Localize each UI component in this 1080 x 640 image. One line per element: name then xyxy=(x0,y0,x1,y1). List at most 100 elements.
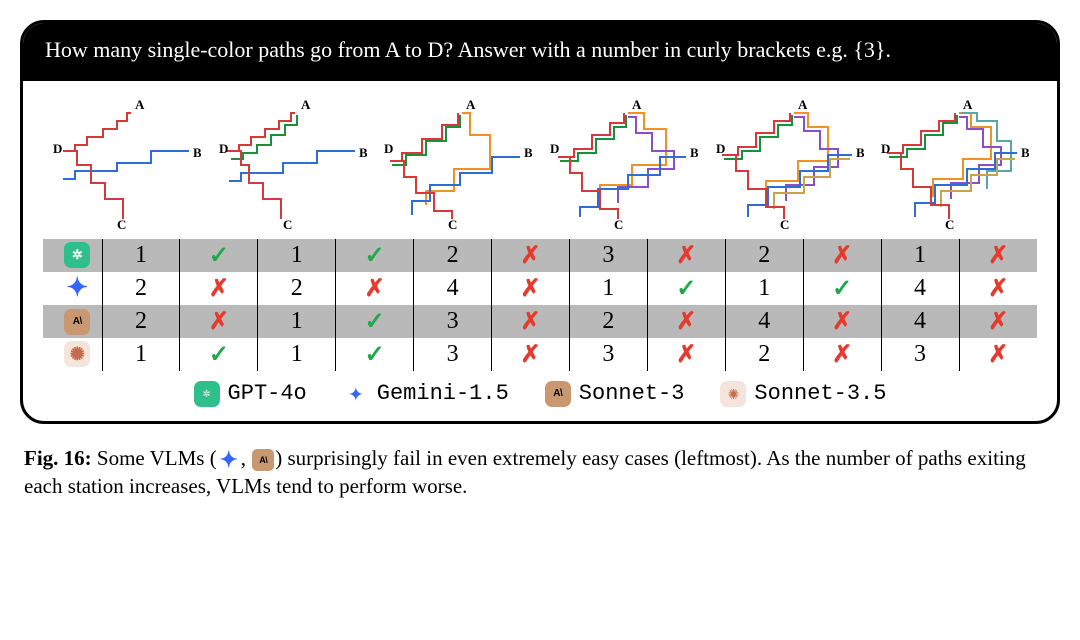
sonnet35-icon: ✺ xyxy=(720,381,746,407)
answer-value: 3 xyxy=(414,305,492,338)
answer-value: 1 xyxy=(102,338,180,371)
answer-value: 1 xyxy=(881,239,959,272)
model-icon-cell: A\ xyxy=(43,305,102,338)
cross-icon xyxy=(803,305,881,338)
legend: ✲ GPT-4o ✦ Gemini-1.5 A\ Sonnet-3 ✺ Sonnet-3.5 xyxy=(43,381,1037,407)
gemini-icon: ✦ xyxy=(64,275,90,301)
svg-text:A: A xyxy=(301,97,311,112)
answer-value: 1 xyxy=(102,239,180,272)
check-icon xyxy=(180,239,258,272)
svg-text:A: A xyxy=(135,97,145,112)
cross-icon xyxy=(492,305,570,338)
answer-value: 1 xyxy=(258,338,336,371)
answer-value: 2 xyxy=(725,338,803,371)
check-icon xyxy=(180,338,258,371)
answer-value: 2 xyxy=(725,239,803,272)
cross-icon xyxy=(959,305,1037,338)
model-icon-cell: ✦ xyxy=(43,272,102,305)
svg-text:D: D xyxy=(550,141,559,156)
svg-text:D: D xyxy=(881,141,890,156)
cross-icon xyxy=(803,338,881,371)
cross-icon xyxy=(492,239,570,272)
svg-text:C: C xyxy=(283,217,292,231)
svg-text:B: B xyxy=(359,145,367,160)
legend-item: ✲ GPT-4o xyxy=(194,381,307,407)
legend-label: GPT-4o xyxy=(228,381,307,406)
cross-icon xyxy=(492,272,570,305)
results-table: ✲112321✦224114A\213244✺113323 xyxy=(43,239,1037,371)
cross-icon xyxy=(803,239,881,272)
sonnet35-icon: ✺ xyxy=(64,341,90,367)
svg-text:B: B xyxy=(1021,145,1029,160)
svg-text:A: A xyxy=(798,97,808,112)
gemini-icon: ✦ xyxy=(343,381,369,407)
answer-value: 3 xyxy=(569,338,647,371)
cross-icon xyxy=(180,305,258,338)
check-icon xyxy=(803,272,881,305)
check-icon xyxy=(336,239,414,272)
answer-value: 2 xyxy=(102,305,180,338)
svg-text:B: B xyxy=(524,145,532,160)
path-diagram: A B C D xyxy=(209,91,375,231)
check-icon xyxy=(647,272,725,305)
caption-text-mid: , xyxy=(241,446,252,470)
answer-value: 4 xyxy=(725,305,803,338)
check-icon xyxy=(336,338,414,371)
cross-icon xyxy=(959,272,1037,305)
cross-icon xyxy=(959,338,1037,371)
answer-value: 2 xyxy=(569,305,647,338)
answer-value: 1 xyxy=(725,272,803,305)
gpt4o-icon: ✲ xyxy=(64,242,90,268)
question-banner: How many single-color paths go from A to… xyxy=(23,23,1057,81)
table-row: ✲112321 xyxy=(43,239,1037,272)
legend-item: ✦ Gemini-1.5 xyxy=(343,381,509,407)
path-diagram: A B C D xyxy=(871,91,1037,231)
legend-label: Sonnet-3 xyxy=(579,381,685,406)
paths-row: ABCDABCDABCDABCDABCDABCD xyxy=(43,91,1037,231)
check-icon xyxy=(336,305,414,338)
answer-value: 3 xyxy=(569,239,647,272)
model-icon-cell: ✺ xyxy=(43,338,102,371)
figure-inner: ABCDABCDABCDABCDABCDABCD ✲112321✦224114A… xyxy=(23,81,1057,421)
cross-icon xyxy=(180,272,258,305)
answer-value: 4 xyxy=(414,272,492,305)
table-row: A\ 2 1 3 2 4 4 xyxy=(43,305,1037,338)
cross-icon xyxy=(647,338,725,371)
svg-text:B: B xyxy=(690,145,698,160)
answer-value: 3 xyxy=(881,338,959,371)
figure-caption: Fig. 16: Some VLMs (✦, A\) surprisingly … xyxy=(20,444,1060,501)
svg-text:A: A xyxy=(963,97,973,112)
legend-label: Sonnet-3.5 xyxy=(754,381,886,406)
sonnet3-icon: A\ xyxy=(64,309,90,335)
legend-item: ✺ Sonnet-3.5 xyxy=(720,381,886,407)
anthropic-icon: A\ xyxy=(252,449,274,471)
svg-text:B: B xyxy=(193,145,201,160)
svg-text:D: D xyxy=(219,141,228,156)
path-diagram: ABCD xyxy=(540,91,706,231)
caption-fig-label: Fig. 16: xyxy=(24,446,92,470)
svg-text:D: D xyxy=(53,141,62,156)
svg-text:A: A xyxy=(632,97,642,112)
svg-text:C: C xyxy=(117,217,126,231)
cross-icon xyxy=(959,239,1037,272)
svg-text:A: A xyxy=(466,97,476,112)
answer-value: 1 xyxy=(258,305,336,338)
path-diagram: A B C D xyxy=(706,91,872,231)
svg-text:D: D xyxy=(384,141,393,156)
answer-value: 4 xyxy=(881,305,959,338)
cross-icon xyxy=(647,239,725,272)
gemini-icon: ✦ xyxy=(218,449,240,471)
answer-value: 3 xyxy=(414,338,492,371)
answer-value: 1 xyxy=(258,239,336,272)
cross-icon xyxy=(336,272,414,305)
cross-icon xyxy=(647,305,725,338)
svg-text:C: C xyxy=(780,217,789,231)
svg-text:D: D xyxy=(716,141,725,156)
svg-text:B: B xyxy=(856,145,864,160)
table-row: ✺ 1 1 3 3 2 3 xyxy=(43,338,1037,371)
svg-text:C: C xyxy=(945,217,954,231)
sonnet3-icon: A\ xyxy=(545,381,571,407)
gpt4o-icon: ✲ xyxy=(194,381,220,407)
answer-value: 4 xyxy=(881,272,959,305)
legend-label: Gemini-1.5 xyxy=(377,381,509,406)
